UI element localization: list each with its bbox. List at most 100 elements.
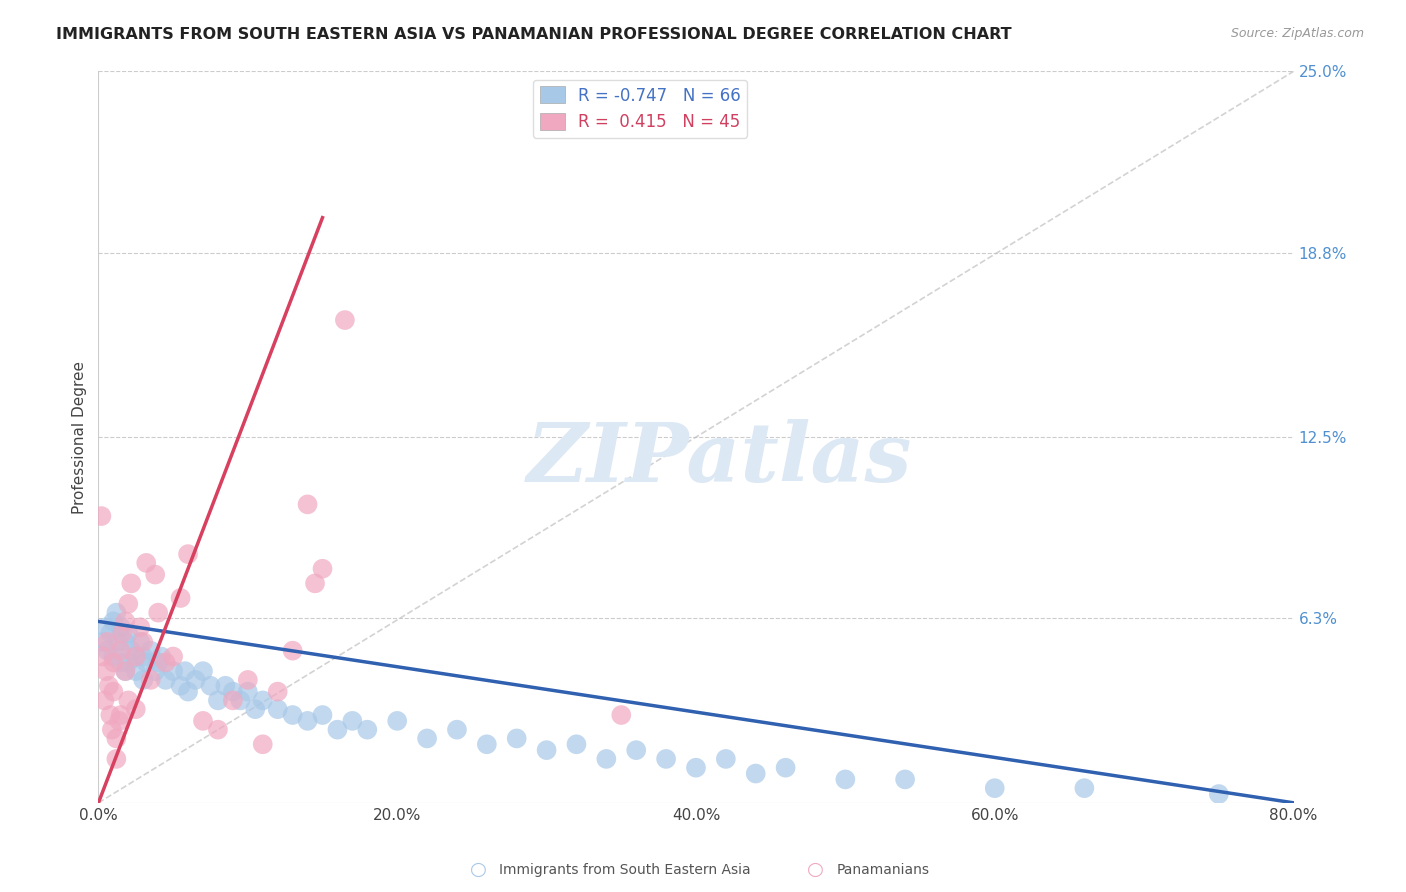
Point <box>685 761 707 775</box>
Point <box>342 714 364 728</box>
Point <box>775 761 797 775</box>
Point <box>96 643 118 657</box>
Point <box>120 643 142 657</box>
Point <box>103 649 125 664</box>
Point <box>191 714 214 728</box>
Point <box>125 664 148 678</box>
Point <box>105 752 128 766</box>
Point <box>143 567 166 582</box>
Text: IMMIGRANTS FROM SOUTH EASTERN ASIA VS PANAMANIAN PROFESSIONAL DEGREE CORRELATION: IMMIGRANTS FROM SOUTH EASTERN ASIA VS PA… <box>56 27 1012 42</box>
Point <box>894 772 917 787</box>
Point <box>111 626 134 640</box>
Point <box>326 723 349 737</box>
Point <box>984 781 1007 796</box>
Point <box>139 673 162 687</box>
Point <box>177 684 200 698</box>
Point <box>125 649 148 664</box>
Point <box>446 723 468 737</box>
Point <box>304 576 326 591</box>
Point <box>96 635 118 649</box>
Point <box>236 673 259 687</box>
Point <box>120 576 142 591</box>
Point <box>129 635 152 649</box>
Point <box>311 708 333 723</box>
Point <box>222 693 245 707</box>
Point <box>117 693 139 707</box>
Point <box>148 606 170 620</box>
Point <box>100 708 122 723</box>
Point <box>311 562 333 576</box>
Point <box>610 708 633 723</box>
Point <box>565 737 588 751</box>
Point <box>94 620 117 634</box>
Point <box>114 664 136 678</box>
Point <box>93 693 115 707</box>
Point <box>105 731 128 746</box>
Point <box>107 635 129 649</box>
Point <box>177 547 200 561</box>
Point <box>333 313 356 327</box>
Point <box>297 497 319 511</box>
Point <box>103 656 125 670</box>
Point <box>595 752 617 766</box>
Point <box>114 635 136 649</box>
Text: ○: ○ <box>807 860 824 880</box>
Point <box>114 664 136 678</box>
Point <box>94 664 117 678</box>
Point <box>139 643 162 657</box>
Point <box>655 752 678 766</box>
Point <box>252 693 274 707</box>
Point <box>162 649 184 664</box>
Point <box>129 620 152 634</box>
Text: ○: ○ <box>470 860 486 880</box>
Legend: R = -0.747   N = 66, R =  0.415   N = 45: R = -0.747 N = 66, R = 0.415 N = 45 <box>533 79 748 137</box>
Point <box>174 664 197 678</box>
Point <box>281 643 304 657</box>
Point <box>714 752 737 766</box>
Point <box>191 664 214 678</box>
Point <box>229 693 252 707</box>
Point <box>267 684 290 698</box>
Text: Panamanians: Panamanians <box>837 863 929 877</box>
Point <box>745 766 768 780</box>
Point <box>91 635 114 649</box>
Text: Source: ZipAtlas.com: Source: ZipAtlas.com <box>1230 27 1364 40</box>
Point <box>117 626 139 640</box>
Point <box>90 509 112 524</box>
Point <box>91 649 114 664</box>
Point <box>110 708 132 723</box>
Point <box>416 731 439 746</box>
Point <box>132 635 155 649</box>
Point <box>135 556 157 570</box>
Point <box>110 643 132 657</box>
Point <box>169 679 191 693</box>
Point <box>162 664 184 678</box>
Point <box>385 714 409 728</box>
Point <box>252 737 274 751</box>
Point <box>103 684 125 698</box>
Point <box>143 664 166 678</box>
Point <box>207 723 229 737</box>
Point <box>169 591 191 605</box>
Point <box>148 656 170 670</box>
Point <box>1073 781 1095 796</box>
Point <box>297 714 319 728</box>
Point <box>245 702 267 716</box>
Point <box>110 620 132 634</box>
Point <box>100 626 122 640</box>
Point <box>105 606 128 620</box>
Point <box>117 656 139 670</box>
Point <box>125 649 148 664</box>
Point <box>132 673 155 687</box>
Point <box>103 615 125 629</box>
Point <box>356 723 378 737</box>
Point <box>626 743 648 757</box>
Y-axis label: Professional Degree: Professional Degree <box>72 360 87 514</box>
Point <box>207 693 229 707</box>
Point <box>281 708 304 723</box>
Point <box>125 702 148 716</box>
Point <box>1208 787 1230 801</box>
Point <box>834 772 856 787</box>
Point <box>267 702 290 716</box>
Point <box>135 656 157 670</box>
